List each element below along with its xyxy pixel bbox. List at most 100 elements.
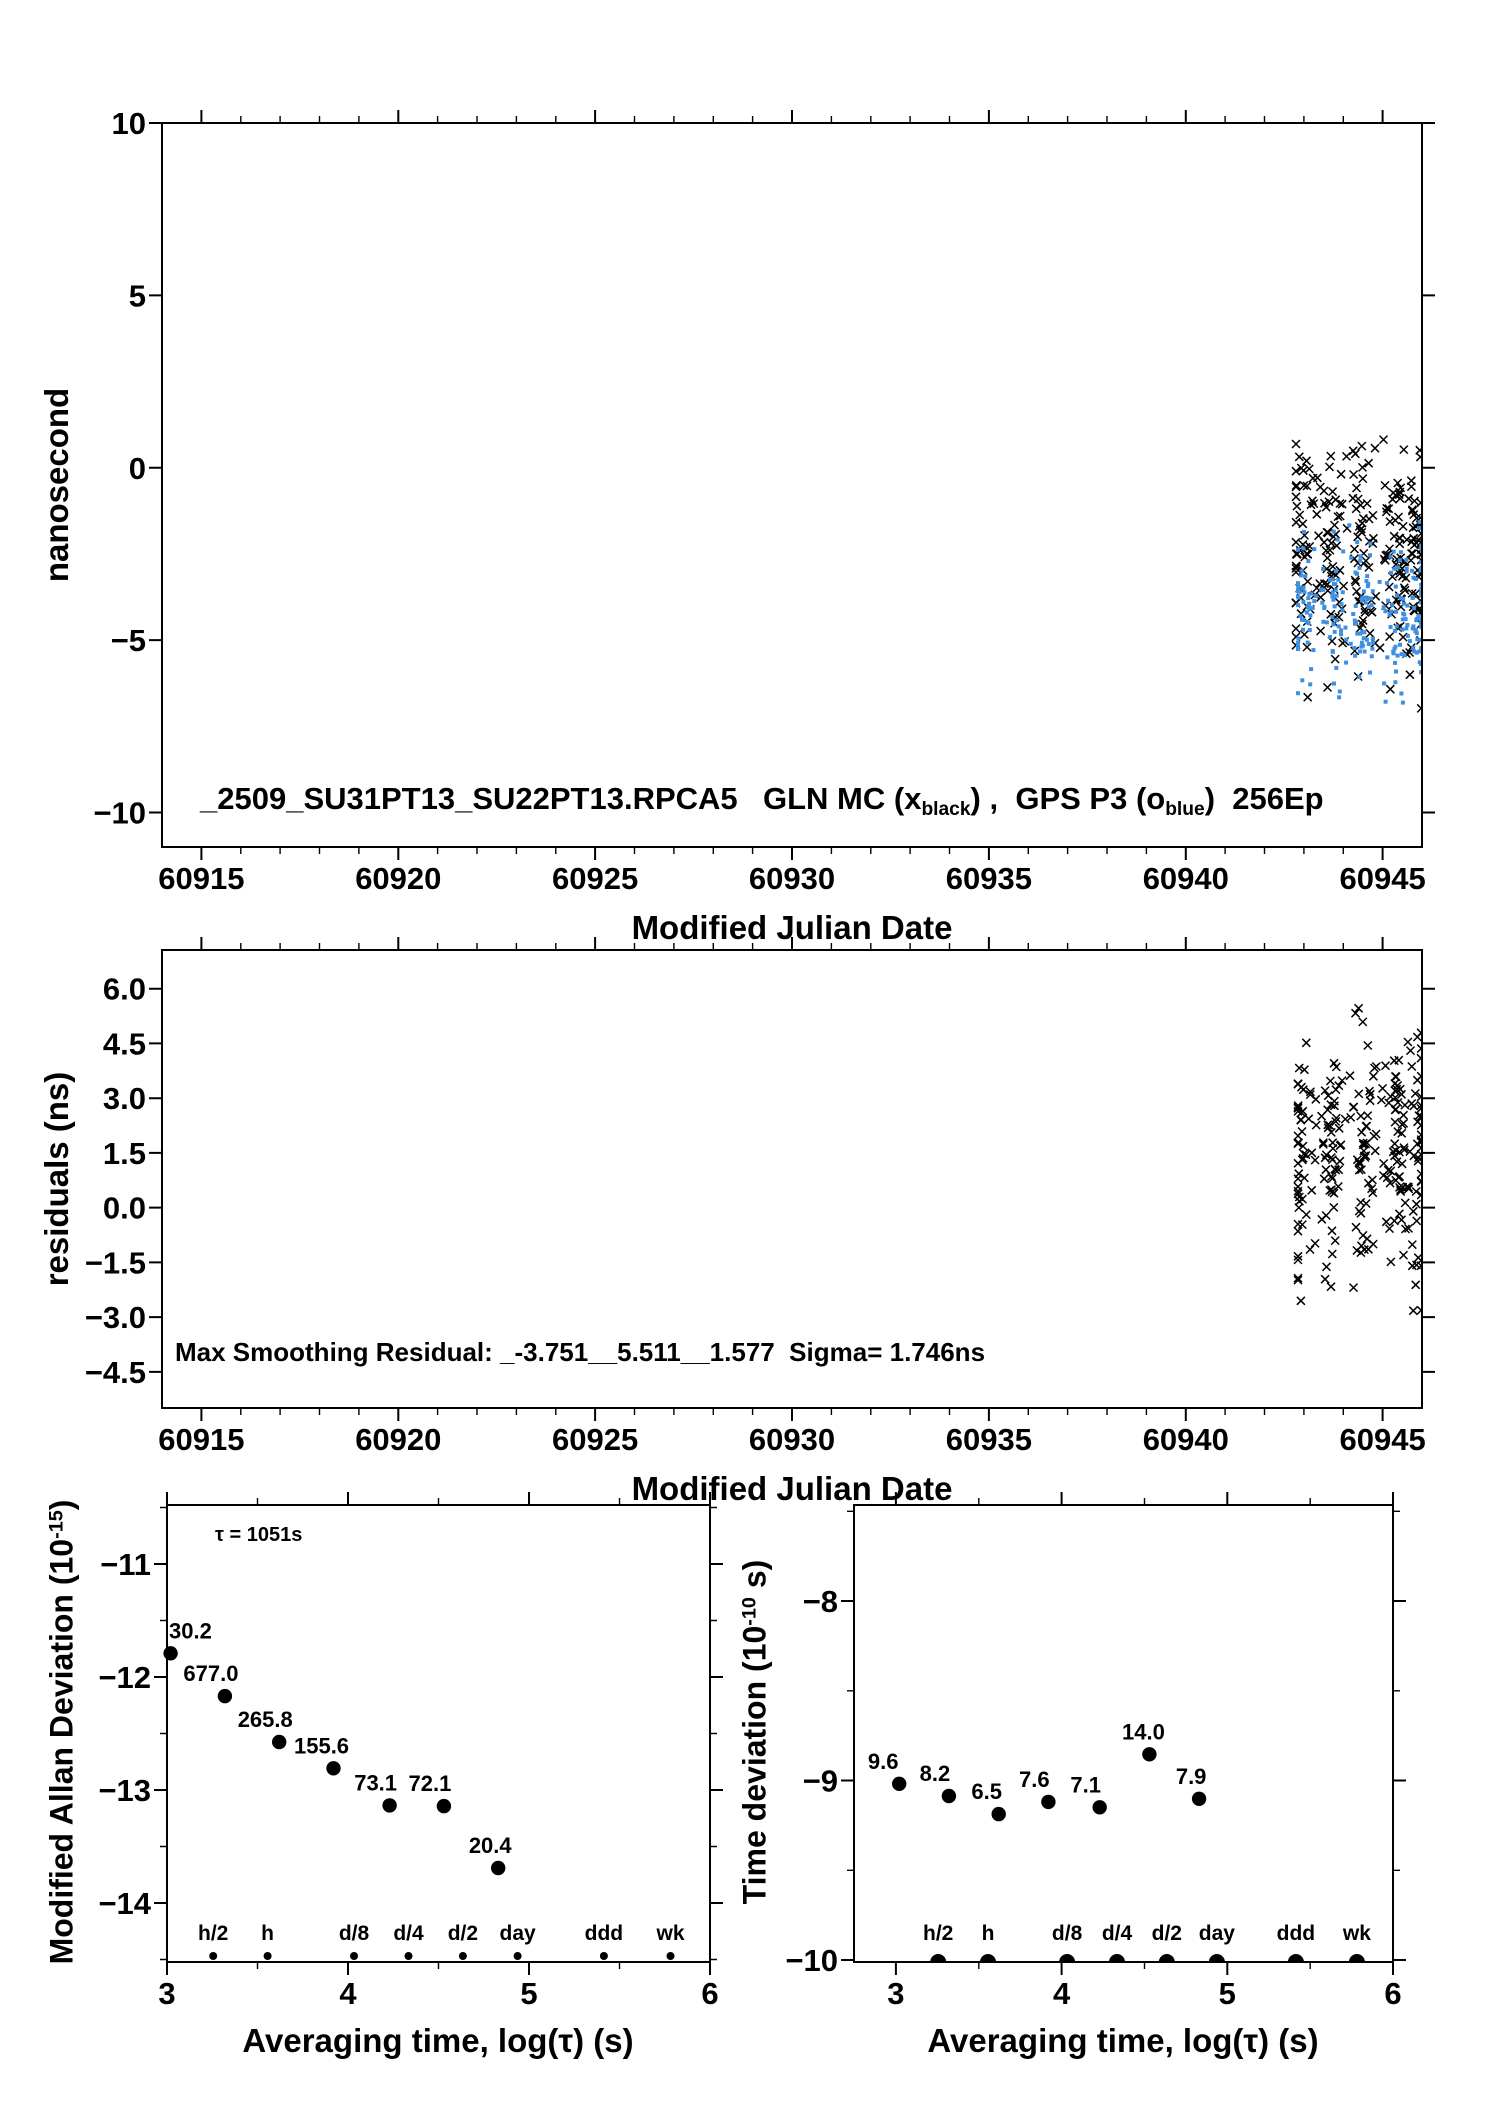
ref-interval-label: wk (1342, 1922, 1371, 1945)
mdev-data-point (326, 1761, 341, 1776)
tdev-data-point (1041, 1794, 1056, 1810)
mdev-data-point (436, 1798, 452, 1814)
tdev-ylabel-text: Time deviation (10 (736, 1625, 773, 1905)
ref-interval-mark (350, 1952, 358, 1960)
plot-title-filename: _2509_SU31PT13_SU22PT13.RPCA5 (200, 781, 738, 816)
legend-epochs-label: 256Ep (1232, 781, 1324, 816)
phase-scatter-series-1 (1296, 520, 1422, 705)
tdev-point-value-label: 7.9 (1176, 1764, 1207, 1789)
legend-gps-paren: ) (1204, 781, 1233, 816)
tdev-data-point (1191, 1791, 1207, 1807)
ref-interval-label: d/8 (1052, 1922, 1083, 1945)
ref-interval-label: d/2 (448, 1922, 478, 1945)
ref-interval-label: h/2 (198, 1922, 228, 1945)
tdev-data-point (1142, 1747, 1157, 1762)
mdev-point-value-label: 30.2 (169, 1618, 212, 1643)
residuals-xtick-label: 60925 (552, 1422, 638, 1457)
legend-gps-subscript: blue (1165, 798, 1205, 820)
ref-interval-label: day (500, 1922, 537, 1945)
ref-interval-label: wk (655, 1922, 684, 1945)
tdev-data-point (1092, 1800, 1107, 1815)
residuals-xtick-label: 60940 (1143, 1422, 1229, 1457)
mdev-ylabel-exponent: -15 (45, 1510, 68, 1539)
phase-xtick-label: 60925 (552, 861, 638, 896)
tdev-ytick-label: −9 (803, 1764, 838, 1799)
ref-interval-label: d/8 (339, 1922, 370, 1945)
tdev-point-value-label: 7.1 (1070, 1772, 1101, 1797)
ref-interval-mark (513, 1952, 522, 1960)
residuals-xtick-label: 60920 (355, 1422, 441, 1457)
ref-interval-mark (458, 1952, 467, 1960)
tdev-ytick-label: −10 (785, 1943, 838, 1978)
residuals-xtick-label: 60935 (946, 1422, 1032, 1457)
plot-title-series-legend: GLN MC (xblack) , GPS P3 (oblue) 256Ep (763, 781, 1324, 820)
legend-gln-label: GLN MC (x (763, 781, 922, 816)
ref-interval-mark (1059, 1954, 1076, 1962)
tdev-xtick-label: 4 (1053, 1976, 1071, 2011)
phase-panel-ylabel: nanosecond (37, 387, 75, 583)
residuals-xtick-label: 60945 (1339, 1422, 1425, 1457)
tdev-ytick-label: −8 (803, 1584, 838, 1619)
tdev-panel-ylabel: Time deviation (10-10 s) (736, 1559, 773, 1905)
ref-interval-mark (1348, 1954, 1365, 1962)
ref-interval-mark (404, 1952, 413, 1960)
ref-interval-mark (209, 1952, 218, 1960)
ref-interval-mark (930, 1954, 947, 1962)
residuals-panel: 60915 60920 60925 60930 60935 60940 60945 6.0 4.… (85, 937, 1435, 1457)
mdev-ylabel-text: Modified Allan Deviation (10 (43, 1538, 80, 1965)
mdev-data-point (382, 1798, 397, 1813)
tdev-point-value-label: 6.5 (971, 1779, 1002, 1804)
mdev-ytick-label: −11 (100, 1547, 151, 1582)
mdev-point-value-label: 73.1 (354, 1770, 397, 1795)
tdev-point-value-label: 9.6 (868, 1749, 899, 1774)
mdev-ytick-label: −13 (98, 1773, 151, 1808)
mdev-point-value-label: 677.0 (183, 1661, 238, 1686)
tau-annotation: τ = 1051s (215, 1524, 303, 1546)
phase-xtick-label: 60915 (158, 861, 244, 896)
phase-xtick-label: 60945 (1339, 861, 1425, 896)
residuals-xtick-label: 60915 (158, 1422, 244, 1457)
ref-interval-label: h (982, 1922, 995, 1945)
phase-xtick-label: 60930 (749, 861, 835, 896)
tdev-ylabel-exponent: -10 (738, 1597, 761, 1626)
ref-interval-label: d/4 (393, 1922, 424, 1945)
ref-interval-label: h (261, 1922, 274, 1945)
tdev-frame (853, 1504, 1394, 1963)
ref-interval-label: day (1199, 1922, 1236, 1945)
ref-interval-label: ddd (585, 1922, 623, 1945)
legend-gln-subscript: black (921, 798, 971, 820)
ref-interval-label: h/2 (923, 1922, 953, 1945)
phase-panel: 60915 60920 60925 60930 60935 60940 60945 10 5 0 −… (93, 106, 1435, 896)
phase-ytick-label: 0 (129, 451, 146, 486)
mdev-point-value-label: 265.8 (238, 1707, 293, 1732)
legend-gln-paren: ) , (970, 781, 1016, 816)
residuals-panel-ylabel: residuals (ns) (37, 1071, 75, 1287)
residuals-ytick-label: −3.0 (85, 1300, 146, 1335)
phase-xtick-label: 60940 (1143, 861, 1229, 896)
mdev-data-point (217, 1688, 233, 1704)
ref-interval-mark (1287, 1954, 1304, 1962)
phase-frame (161, 122, 1423, 848)
smoothing-residual-annotation: Max Smoothing Residual: _-3.751__5.511__… (175, 1337, 986, 1367)
mdev-point-value-label: 20.4 (469, 1833, 513, 1858)
ref-interval-mark (263, 1952, 272, 1960)
phase-xtick-label: 60935 (946, 861, 1032, 896)
ref-interval-mark (1208, 1954, 1225, 1962)
mdev-xtick-label: 5 (520, 1976, 537, 2011)
tdev-data-point (941, 1788, 957, 1804)
residuals-ytick-label: 1.5 (103, 1136, 146, 1171)
tdev-ylabel-close: s) (736, 1559, 773, 1598)
tdev-panel-xlabel: Averaging time, log(τ) (s) (927, 2021, 1319, 2059)
mdev-ytick-label: −12 (98, 1660, 151, 1695)
ref-interval-label: ddd (1277, 1922, 1315, 1945)
tdev-point-value-label: 7.6 (1019, 1767, 1050, 1792)
residuals-ytick-label: 6.0 (103, 972, 146, 1007)
mdev-xtick-label: 3 (158, 1976, 175, 2011)
mdev-data-point (491, 1860, 506, 1876)
phase-xtick-label: 60920 (355, 861, 441, 896)
tdev-point-value-label: 14.0 (1122, 1719, 1165, 1744)
phase-ytick-label: 10 (112, 106, 146, 141)
